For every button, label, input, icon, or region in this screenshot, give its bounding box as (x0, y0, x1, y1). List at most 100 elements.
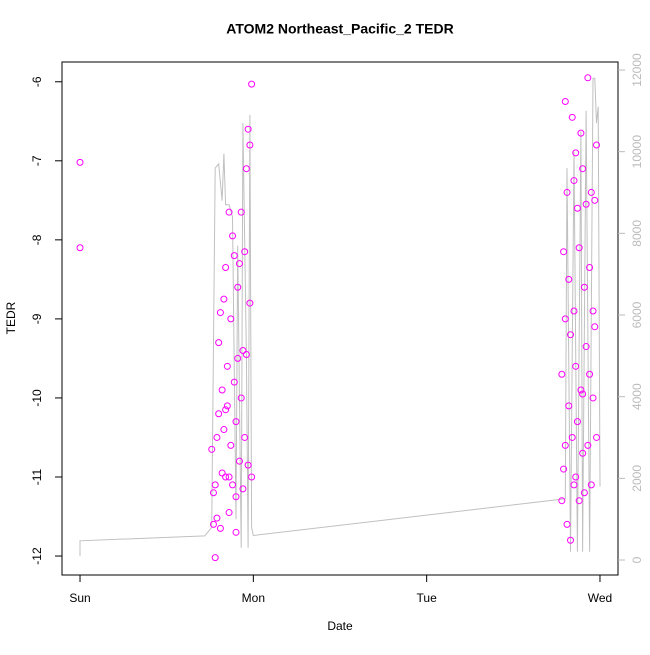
y2-tick-label: 0 (630, 556, 644, 563)
y-tick-label: -9 (30, 313, 44, 324)
y-tick-label: -8 (30, 234, 44, 245)
y-tick-label: -7 (30, 155, 44, 166)
x-tick-label: Wed (588, 591, 612, 605)
point (573, 418, 581, 426)
plot-box (61, 61, 619, 576)
point (593, 141, 601, 149)
point (241, 248, 249, 256)
point (230, 252, 238, 260)
point (220, 295, 228, 303)
point (76, 158, 84, 166)
point (593, 433, 601, 441)
point (225, 473, 233, 481)
point (579, 449, 587, 457)
point (215, 410, 223, 418)
point (560, 465, 568, 473)
point (586, 264, 594, 272)
y-axis-label: TEDR (4, 301, 18, 334)
point (558, 497, 566, 505)
point (211, 554, 219, 562)
point (561, 315, 569, 323)
point (222, 406, 230, 414)
y-tick-label: -10 (30, 389, 44, 407)
point (560, 248, 568, 256)
y2-tick-label: 6000 (630, 301, 644, 328)
point (232, 418, 240, 426)
point (577, 129, 585, 137)
point (209, 520, 217, 528)
point (572, 149, 580, 157)
point (223, 402, 231, 410)
point (577, 386, 585, 394)
point (246, 299, 254, 307)
point (558, 370, 566, 378)
point (570, 307, 578, 315)
point (567, 331, 575, 339)
point (589, 394, 597, 402)
point (76, 244, 84, 252)
point (563, 188, 571, 196)
point (227, 441, 235, 449)
point (580, 489, 588, 497)
point (216, 524, 224, 532)
y2-tick-label: 4000 (630, 383, 644, 410)
point (584, 441, 592, 449)
point (561, 441, 569, 449)
point (587, 188, 595, 196)
point (229, 232, 237, 240)
point (225, 509, 233, 517)
point (239, 485, 247, 493)
point (248, 473, 256, 481)
point (227, 315, 235, 323)
altitude-line (79, 77, 601, 556)
point (234, 354, 242, 362)
y-tick-label: -12 (30, 547, 44, 565)
point (579, 165, 587, 173)
point (565, 275, 573, 283)
point (241, 433, 249, 441)
point (572, 362, 580, 370)
point (575, 497, 583, 505)
point (586, 370, 594, 378)
point (242, 165, 250, 173)
point (582, 200, 590, 208)
point (579, 390, 587, 398)
point (218, 386, 226, 394)
point (230, 378, 238, 386)
point (218, 469, 226, 477)
point (232, 528, 240, 536)
point (587, 481, 595, 489)
point (223, 362, 231, 370)
point (208, 445, 216, 453)
point (570, 481, 578, 489)
point (567, 536, 575, 544)
y-tick-label: -11 (30, 468, 44, 485)
point (235, 260, 243, 268)
point (209, 489, 217, 497)
point (584, 74, 592, 82)
point (237, 394, 245, 402)
point (563, 520, 571, 528)
y-tick-label: -6 (30, 76, 44, 87)
x-tick-label: Mon (242, 591, 265, 605)
point (570, 177, 578, 185)
point (582, 343, 590, 351)
point (216, 309, 224, 317)
point (222, 264, 230, 272)
point (225, 208, 233, 216)
point (568, 433, 576, 441)
point (248, 80, 256, 88)
point (572, 473, 580, 481)
point (565, 402, 573, 410)
point (242, 350, 250, 358)
point (244, 461, 252, 469)
point (213, 514, 221, 522)
point (591, 196, 599, 204)
point (232, 493, 240, 501)
x-axis-label: Date (327, 619, 353, 633)
point (222, 473, 230, 481)
point (215, 339, 223, 347)
point (234, 283, 242, 291)
point (220, 426, 228, 434)
